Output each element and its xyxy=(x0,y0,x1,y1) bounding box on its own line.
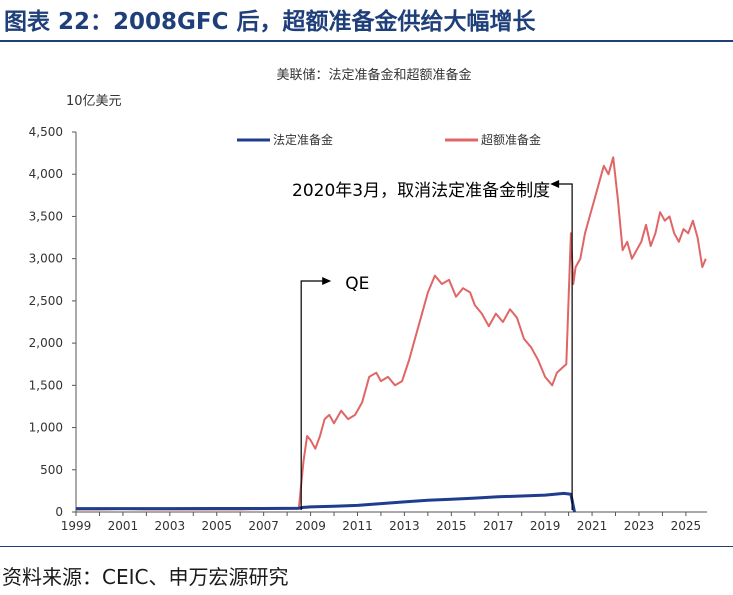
x-tick-label: 2007 xyxy=(248,519,279,533)
x-tick-label: 2009 xyxy=(295,519,326,533)
policy-arrowhead xyxy=(550,180,560,188)
figure-title: 图表 22：2008GFC 后，超额准备金供给大幅增长 xyxy=(4,9,536,35)
chart-title: 美联储：法定准备金和超额准备金 xyxy=(276,67,471,83)
title-rule xyxy=(0,40,733,42)
y-tick-label: 1,500 xyxy=(29,378,63,392)
policy-annotation-text: 2020年3月，取消法定准备金制度 xyxy=(292,181,550,201)
x-tick-label: 1999 xyxy=(61,519,92,533)
x-tick-label: 2025 xyxy=(671,519,702,533)
x-tick-label: 2021 xyxy=(577,519,608,533)
bottom-rule xyxy=(0,546,733,547)
series-line-0 xyxy=(76,491,576,513)
x-tick-label: 2003 xyxy=(155,519,186,533)
qe-annotation-line xyxy=(300,280,324,510)
line-chart: 美联储：法定准备金和超额准备金 10亿美元 0 500 1,000 1,500 2,00… xyxy=(29,67,707,533)
x-tick-label: 2001 xyxy=(108,519,139,533)
y-tick-label: 3,000 xyxy=(29,252,63,266)
source-note: 资料来源：CEIC、申万宏源研究 xyxy=(2,565,289,589)
y-tick-label: 2,500 xyxy=(29,294,63,308)
series-line-1 xyxy=(76,156,707,511)
x-tick-label: 2011 xyxy=(342,519,373,533)
x-tick-label: 2005 xyxy=(201,519,232,533)
qe-annotation-text: QE xyxy=(345,274,369,294)
y-axis-label: 10亿美元 xyxy=(66,94,122,109)
policy-annotation-line xyxy=(558,183,573,510)
x-tick-label: 2019 xyxy=(530,519,561,533)
y-tick-label: 4,500 xyxy=(29,125,63,139)
y-tick-label: 2,000 xyxy=(29,336,63,350)
y-tick-label: 500 xyxy=(40,463,63,477)
x-tick-label: 2023 xyxy=(624,519,655,533)
annotation-layer: QE 2020年3月，取消法定准备金制度 xyxy=(292,180,573,510)
x-tick-label: 2017 xyxy=(483,519,514,533)
axes: 0 500 1,000 1,500 2,000 2,500 3,000 3,500 4,000 4… xyxy=(29,125,707,533)
x-tick-label: 2015 xyxy=(436,519,467,533)
legend: 法定准备金 超额准备金 xyxy=(237,132,541,147)
y-tick-label: 0 xyxy=(55,505,63,519)
series-layer xyxy=(76,156,707,513)
y-tick-label: 1,000 xyxy=(29,421,63,435)
legend-label-1: 超额准备金 xyxy=(481,132,541,147)
x-tick-label: 2013 xyxy=(389,519,420,533)
legend-label-0: 法定准备金 xyxy=(273,132,333,147)
qe-arrowhead xyxy=(322,277,332,285)
y-tick-label: 4,000 xyxy=(29,167,63,181)
y-tick-label: 3,500 xyxy=(29,209,63,223)
